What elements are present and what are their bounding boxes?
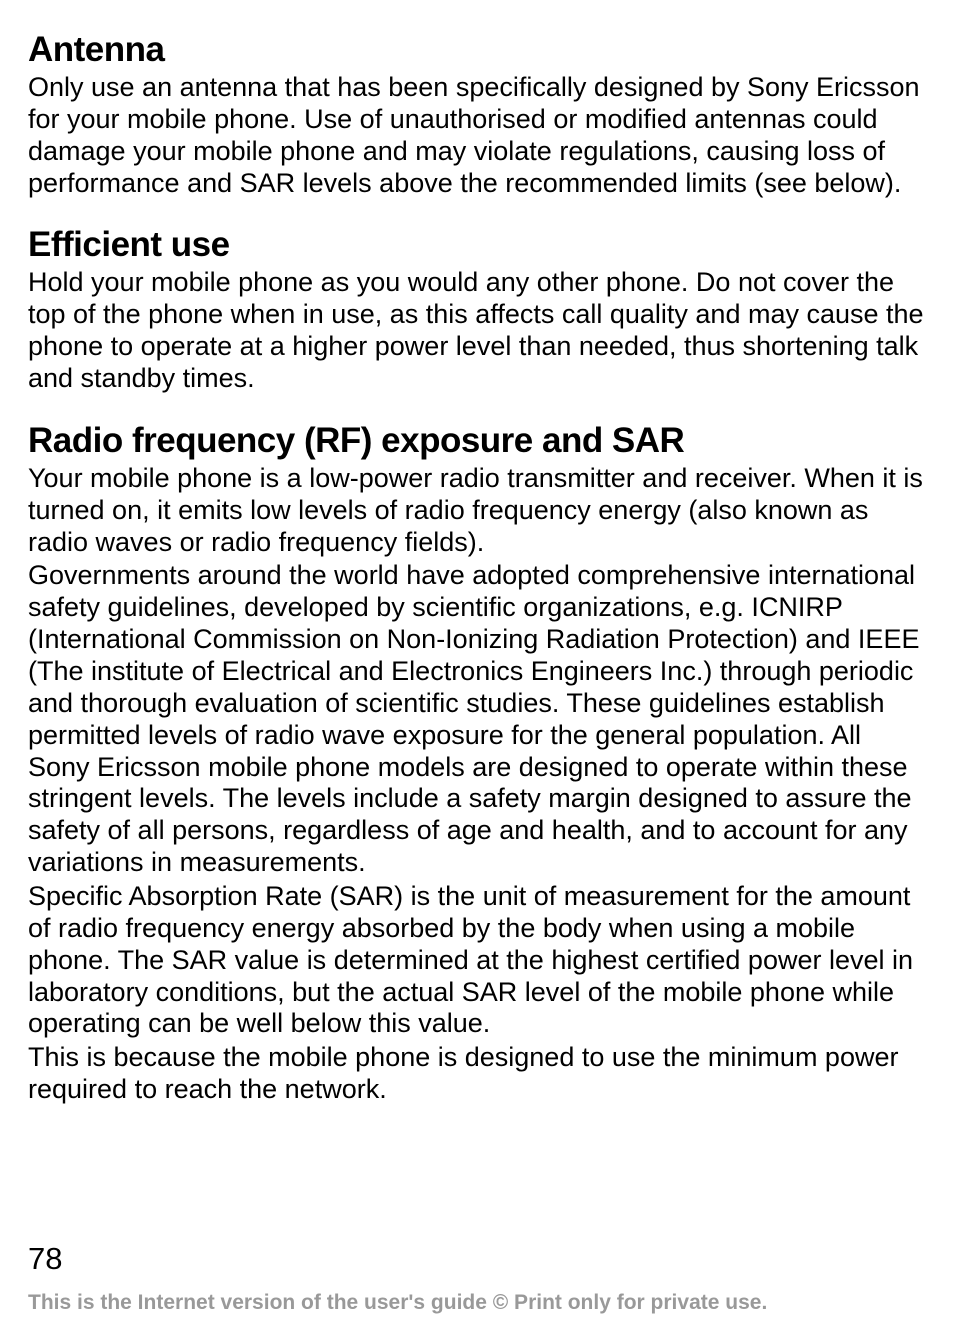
heading-efficient-use: Efficient use — [28, 225, 926, 265]
body-efficient-use: Hold your mobile phone as you would any … — [28, 267, 926, 394]
section-rf-exposure: Radio frequency (RF) exposure and SAR Yo… — [28, 421, 926, 1106]
section-antenna: Antenna Only use an antenna that has bee… — [28, 30, 926, 199]
body-rf-para4: This is because the mobile phone is desi… — [28, 1042, 926, 1106]
body-antenna: Only use an antenna that has been specif… — [28, 72, 926, 199]
footer-copyright: This is the Internet version of the user… — [28, 1291, 767, 1315]
page-number: 78 — [28, 1241, 62, 1277]
heading-antenna: Antenna — [28, 30, 926, 70]
body-rf-para1: Your mobile phone is a low-power radio t… — [28, 463, 926, 559]
section-efficient-use: Efficient use Hold your mobile phone as … — [28, 225, 926, 394]
body-rf-para2: Governments around the world have adopte… — [28, 560, 926, 879]
body-rf-para3: Specific Absorption Rate (SAR) is the un… — [28, 881, 926, 1040]
heading-rf-exposure: Radio frequency (RF) exposure and SAR — [28, 421, 926, 461]
